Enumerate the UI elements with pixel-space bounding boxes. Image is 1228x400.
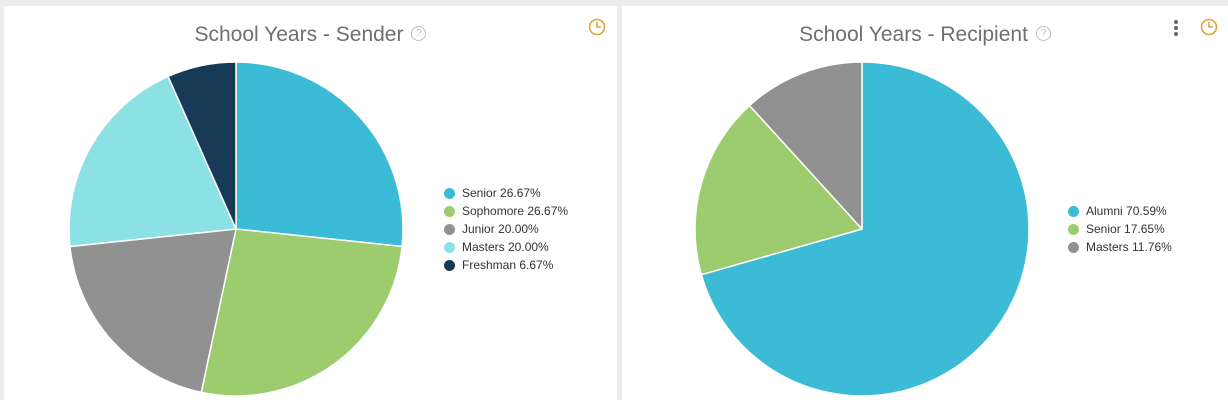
legend-item-sophomore[interactable]: Sophomore 26.67%	[444, 202, 568, 220]
legend-label: Masters 11.76%	[1086, 240, 1172, 254]
pie-slice-junior[interactable]	[69, 228, 237, 394]
legend-item-junior[interactable]: Junior 20.00%	[444, 220, 568, 238]
pie-chart-recipient	[694, 61, 1030, 397]
legend-marker	[444, 187, 455, 199]
legend-item-masters[interactable]: Masters 20.00%	[444, 238, 568, 256]
clock-icon[interactable]	[588, 18, 606, 36]
kebab-menu-icon[interactable]	[1173, 19, 1179, 37]
pie-slice-sophomore[interactable]	[200, 228, 403, 397]
help-icon[interactable]: ?	[1035, 25, 1051, 41]
legend-item-senior[interactable]: Senior 17.65%	[1068, 220, 1172, 238]
legend-marker	[1068, 205, 1079, 217]
pie-slice-senior[interactable]	[235, 61, 404, 248]
legend-marker	[444, 223, 455, 235]
chart-panel-recipient: School Years - Recipient? Alumni 70.59% S…	[622, 6, 1228, 400]
chart-title: School Years - Recipient	[799, 23, 1028, 46]
pie-slice-masters[interactable]	[748, 61, 863, 230]
chart-title: School Years - Sender	[194, 23, 404, 46]
legend-label: Sophomore 26.67%	[462, 204, 569, 218]
pie-chart-sender	[68, 61, 404, 397]
legend-item-senior[interactable]: Senior 26.67%	[444, 184, 568, 202]
legend-label: Alumni 70.59%	[1086, 204, 1167, 218]
legend-item-masters[interactable]: Masters 11.76%	[1068, 238, 1172, 256]
panel-title: School Years - Sender?	[4, 23, 617, 47]
legend-marker	[1068, 241, 1079, 253]
help-icon[interactable]: ?	[411, 25, 427, 41]
pie-slice-masters[interactable]	[68, 75, 237, 248]
pie-slice-alumni[interactable]	[700, 61, 1030, 397]
pie-slice-freshman[interactable]	[167, 61, 237, 230]
legend-label: Masters 20.00%	[462, 240, 549, 254]
legend-item-alumni[interactable]: Alumni 70.59%	[1068, 202, 1172, 220]
panel-title: School Years - Recipient?	[622, 23, 1228, 47]
legend-label: Senior 17.65%	[1086, 222, 1165, 236]
pie-slice-senior[interactable]	[694, 104, 863, 276]
legend-label: Junior 20.00%	[462, 222, 539, 236]
legend-marker	[444, 259, 455, 271]
clock-icon[interactable]	[1200, 18, 1218, 36]
legend-item-freshman[interactable]: Freshman 6.67%	[444, 256, 568, 274]
legend-label: Senior 26.67%	[462, 186, 541, 200]
legend: Alumni 70.59% Senior 17.65% Masters 11.76%	[1068, 202, 1172, 256]
legend-label: Freshman 6.67%	[462, 258, 554, 272]
legend-marker	[1068, 223, 1079, 235]
legend-marker	[444, 241, 455, 253]
legend: Senior 26.67% Sophomore 26.67% Junior 20.0…	[444, 184, 568, 274]
legend-marker	[444, 205, 455, 217]
chart-panel-sender: School Years - Sender? Senior 26.67% Soph…	[4, 6, 617, 400]
